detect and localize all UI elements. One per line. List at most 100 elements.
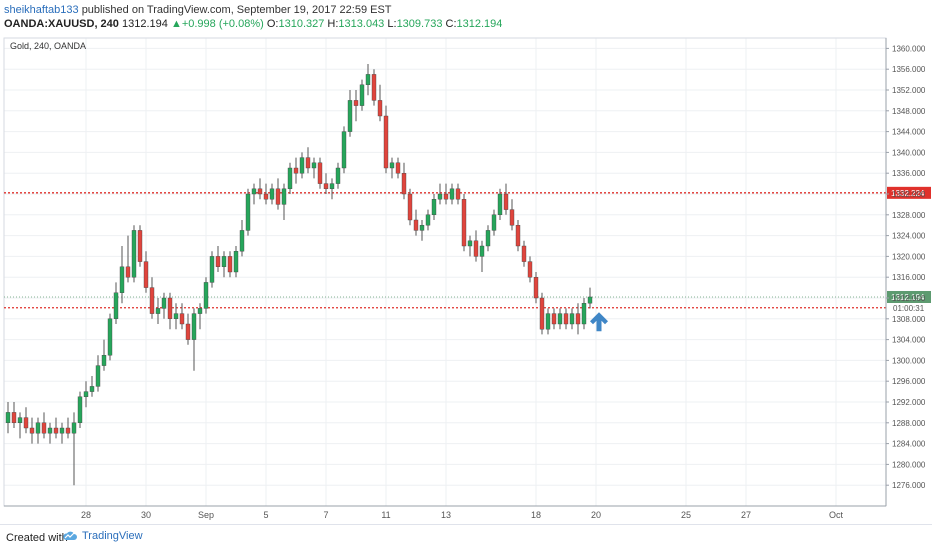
price-tick-label: 1324.000 bbox=[892, 232, 926, 241]
candle-body bbox=[173, 313, 179, 320]
candle-body bbox=[533, 276, 539, 299]
candle bbox=[143, 251, 149, 293]
close-label: C: bbox=[445, 18, 457, 30]
tradingview-logo[interactable]: TradingView bbox=[62, 530, 143, 542]
candle-body bbox=[155, 308, 161, 314]
candle-body bbox=[287, 167, 293, 189]
time-tick-label: 13 bbox=[441, 510, 451, 520]
time-tick-label: 7 bbox=[323, 510, 328, 520]
price-tick-label: 1360.000 bbox=[892, 44, 926, 53]
author-link[interactable]: sheikhaftab133 bbox=[4, 4, 79, 16]
candle bbox=[95, 355, 101, 392]
candle bbox=[251, 183, 257, 205]
candle-body bbox=[293, 167, 299, 174]
candle-body bbox=[407, 193, 413, 221]
candle-body bbox=[371, 74, 377, 101]
candle bbox=[569, 308, 575, 330]
candle-body bbox=[341, 131, 347, 169]
candle-body bbox=[23, 417, 29, 429]
candle-body bbox=[329, 183, 335, 190]
candle-body bbox=[401, 172, 407, 195]
candle-body bbox=[161, 297, 167, 309]
arrow-annotation[interactable] bbox=[590, 312, 608, 332]
candle-body bbox=[257, 188, 263, 195]
candle-body bbox=[101, 355, 107, 366]
candle bbox=[269, 183, 275, 205]
grid bbox=[4, 38, 886, 506]
candle bbox=[389, 157, 395, 179]
candle bbox=[113, 282, 119, 324]
candle bbox=[155, 298, 161, 324]
candle-body bbox=[527, 261, 533, 278]
candle bbox=[479, 240, 485, 272]
candle bbox=[503, 183, 509, 215]
candle-body bbox=[227, 256, 233, 273]
candle bbox=[371, 69, 377, 106]
candle-body bbox=[479, 245, 485, 257]
candle-body bbox=[461, 198, 467, 247]
candle bbox=[581, 298, 587, 330]
candle bbox=[23, 407, 29, 434]
candle-body bbox=[197, 308, 203, 314]
candle-body bbox=[83, 391, 89, 398]
open-label: O: bbox=[266, 18, 279, 30]
candle bbox=[419, 220, 425, 241]
time-axis[interactable]: 28 30 Sep 5 7 11 13 18 20 25 27 Oct bbox=[4, 505, 886, 520]
candle bbox=[53, 417, 59, 439]
price-change: +0.998 (+0.08%) bbox=[181, 18, 264, 30]
price-axis[interactable]: 1276.000 1280.000 1284.000 1288.000 1292.000… bbox=[885, 38, 926, 506]
time-tick-label: 11 bbox=[381, 510, 390, 520]
candle bbox=[491, 209, 497, 236]
candle-body bbox=[485, 230, 491, 247]
candle-body bbox=[353, 100, 359, 106]
candle bbox=[425, 209, 431, 231]
time-tick-label: 5 bbox=[263, 510, 268, 520]
candle bbox=[359, 79, 365, 111]
candle-body bbox=[251, 188, 257, 195]
time-tick-label: 30 bbox=[141, 510, 151, 520]
candle-body bbox=[551, 313, 557, 325]
candle-body bbox=[245, 193, 251, 231]
candle bbox=[341, 126, 347, 174]
candle-body bbox=[437, 193, 443, 200]
candle bbox=[107, 313, 113, 361]
candle-body bbox=[5, 412, 11, 423]
candle bbox=[233, 246, 239, 278]
candle bbox=[257, 178, 263, 200]
candle bbox=[71, 412, 77, 486]
candle bbox=[449, 183, 455, 205]
time-tick-label: 20 bbox=[591, 510, 601, 520]
candle-body bbox=[467, 240, 473, 247]
candle bbox=[587, 287, 593, 309]
candle-body bbox=[185, 323, 191, 340]
price-tick-label: 1308.000 bbox=[892, 315, 926, 324]
candle bbox=[413, 209, 419, 236]
candle-body bbox=[497, 193, 503, 215]
candle-body bbox=[431, 198, 437, 215]
candle bbox=[299, 152, 305, 179]
price-tick-label: 1288.000 bbox=[892, 419, 926, 428]
candle bbox=[119, 246, 125, 304]
price-chart[interactable]: Gold, 240, OANDA 1332.2241310.1211312.19… bbox=[0, 34, 932, 524]
candle bbox=[545, 308, 551, 335]
candle-body bbox=[65, 427, 71, 434]
candle-body bbox=[269, 188, 275, 200]
candle-body bbox=[419, 224, 425, 231]
price-tick-label: 1280.000 bbox=[892, 460, 926, 469]
candle-body bbox=[17, 417, 23, 424]
candle bbox=[227, 251, 233, 278]
candle bbox=[77, 391, 83, 428]
price-tick-label: 1292.000 bbox=[892, 398, 926, 407]
candle-body bbox=[239, 230, 245, 252]
price-tick-label: 1336.000 bbox=[892, 169, 926, 178]
candle-body bbox=[281, 188, 287, 205]
candle bbox=[323, 173, 329, 194]
candles[interactable] bbox=[5, 64, 593, 486]
candle bbox=[473, 230, 479, 262]
price-tick-label: 1304.000 bbox=[892, 336, 926, 345]
candle bbox=[209, 251, 215, 288]
candle-body bbox=[149, 287, 155, 314]
published-text: published on TradingView.com, September … bbox=[81, 4, 392, 16]
candle bbox=[377, 84, 383, 122]
